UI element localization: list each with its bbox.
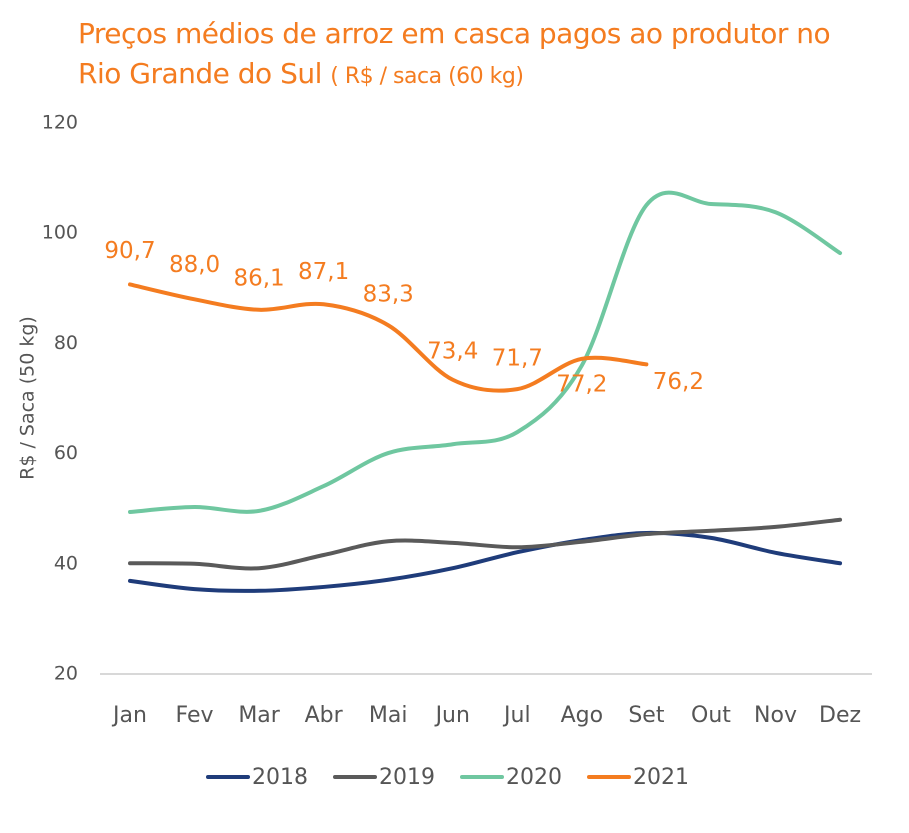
x-tick-label: Jul bbox=[502, 703, 531, 728]
series-line bbox=[128, 517, 843, 571]
legend-label: 2018 bbox=[252, 765, 308, 790]
series-line bbox=[128, 190, 843, 515]
data-label: 73,4 bbox=[427, 338, 478, 364]
y-tick-label: 20 bbox=[54, 663, 78, 685]
x-tick-label: Dez bbox=[819, 703, 861, 728]
data-label: 86,1 bbox=[233, 265, 284, 291]
y-axis-label: R$ / Saca (50 kg) bbox=[17, 316, 39, 480]
data-label: 90,7 bbox=[104, 238, 155, 264]
x-tick-label: Ago bbox=[561, 703, 603, 728]
x-tick-label: Jun bbox=[434, 703, 470, 728]
chart-title: Preços médios de arroz em casca pagos ao… bbox=[78, 17, 831, 90]
y-tick-label: 100 bbox=[42, 222, 78, 244]
data-label: 77,2 bbox=[556, 371, 607, 397]
x-tick-label: Abr bbox=[305, 703, 344, 728]
x-tick-label: Fev bbox=[176, 703, 214, 728]
x-tick-label: Out bbox=[691, 703, 731, 728]
data-label: 88,0 bbox=[169, 252, 220, 278]
y-tick-label: 40 bbox=[54, 552, 78, 574]
x-tick-label: Mai bbox=[369, 703, 408, 728]
data-label: 71,7 bbox=[492, 346, 543, 372]
data-label: 87,1 bbox=[298, 259, 349, 285]
series-line bbox=[128, 530, 843, 593]
legend-label: 2019 bbox=[379, 765, 435, 790]
x-tick-label: Jan bbox=[111, 703, 147, 728]
legend-label: 2021 bbox=[633, 765, 689, 790]
legend-label: 2020 bbox=[506, 765, 562, 790]
x-tick-label: Mar bbox=[238, 703, 280, 728]
x-tick-label: Set bbox=[628, 703, 665, 728]
chart-subtitle: ( R$ / saca (60 kg) bbox=[330, 64, 524, 89]
y-tick-label: 80 bbox=[54, 332, 78, 354]
x-tick-label: Nov bbox=[754, 703, 797, 728]
y-tick-label: 60 bbox=[54, 442, 78, 464]
data-label: 76,2 bbox=[653, 369, 704, 395]
y-tick-label: 120 bbox=[42, 112, 78, 134]
data-label: 83,3 bbox=[363, 282, 414, 308]
series-line bbox=[128, 282, 649, 393]
chart-title-block: Preços médios de arroz em casca pagos ao… bbox=[78, 14, 868, 97]
